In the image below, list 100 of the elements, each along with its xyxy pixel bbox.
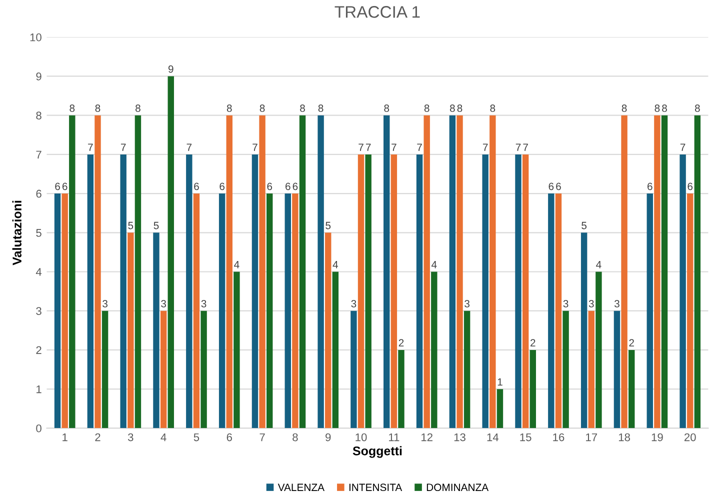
bar [120, 154, 126, 428]
data-label: 4 [332, 261, 338, 268]
bar [661, 115, 668, 428]
legend-label: DOMINANZA [426, 484, 489, 492]
x-tick-label: 15 [520, 433, 532, 442]
bar [69, 115, 76, 428]
bar [654, 115, 660, 428]
y-tick-label: 9 [36, 72, 42, 80]
legend-label: INTENSITA [349, 484, 402, 492]
x-tick-label: 11 [389, 433, 400, 442]
data-label: 8 [226, 104, 232, 112]
bar [580, 232, 588, 428]
y-tick-label: 5 [36, 229, 42, 237]
x-tick-label: 5 [194, 433, 200, 442]
bar [384, 115, 390, 428]
x-tick-label: 10 [356, 433, 367, 442]
data-label: 6 [220, 182, 225, 190]
bar [431, 272, 438, 428]
data-label: 8 [654, 104, 660, 112]
bar [646, 194, 653, 428]
data-label: 2 [530, 339, 536, 346]
data-label: 8 [694, 104, 700, 112]
bar [252, 154, 258, 428]
bar [87, 154, 94, 428]
data-label: 8 [662, 104, 667, 112]
x-tick-label: 19 [652, 433, 663, 442]
bar [358, 154, 364, 428]
data-label: 3 [161, 300, 166, 308]
bar [102, 310, 108, 428]
data-label: 7 [186, 144, 192, 151]
data-label: 8 [318, 104, 324, 112]
data-label: 8 [622, 104, 627, 112]
bar [398, 350, 404, 428]
bar [596, 272, 602, 428]
x-axis-title: Soggetti [352, 446, 402, 458]
data-label: 6 [55, 182, 60, 190]
legend-label: VALENZA [278, 484, 325, 491]
bar [588, 310, 594, 428]
data-label: 6 [62, 182, 68, 190]
x-tick-label: 16 [553, 433, 564, 442]
data-label: 5 [326, 222, 331, 230]
x-tick-label: 12 [422, 433, 432, 442]
data-label: 7 [417, 144, 422, 151]
data-label: 7 [516, 144, 521, 151]
bar [299, 115, 306, 428]
bar [496, 389, 504, 428]
data-label: 6 [286, 182, 290, 190]
data-label: 7 [120, 144, 126, 151]
y-tick-label: 10 [30, 33, 42, 42]
bar [694, 115, 701, 428]
bar [128, 232, 134, 428]
bar [226, 115, 232, 428]
data-label: 8 [260, 104, 265, 112]
x-tick-label: 7 [260, 433, 265, 442]
data-label: 7 [392, 144, 396, 151]
data-label: 7 [366, 144, 371, 151]
x-tick-label: 18 [618, 433, 630, 442]
bar [266, 194, 273, 428]
bar [200, 310, 207, 428]
bar [548, 194, 554, 428]
data-label: 8 [95, 104, 100, 112]
bar [153, 232, 160, 428]
x-tick-label: 1 [62, 433, 68, 442]
bar [562, 310, 569, 428]
bar [390, 154, 398, 428]
data-label: 6 [688, 182, 693, 190]
data-label: 1 [498, 378, 502, 386]
data-label: 7 [680, 144, 686, 151]
x-tick-label: 20 [684, 433, 696, 442]
bar [54, 194, 61, 428]
data-label: 8 [490, 104, 496, 112]
bar [234, 272, 240, 428]
bar [186, 154, 192, 428]
y-tick-label: 6 [36, 190, 42, 198]
bar [464, 310, 470, 428]
data-label: 9 [168, 65, 174, 73]
data-label: 4 [596, 261, 602, 268]
data-label: 3 [614, 300, 620, 308]
bar [490, 115, 496, 428]
data-label: 8 [457, 104, 462, 112]
bar [193, 194, 200, 428]
x-tick-label: 4 [160, 433, 166, 442]
y-tick-label: 4 [36, 268, 42, 276]
data-label: 4 [431, 261, 437, 268]
bar [449, 115, 456, 428]
data-label: 7 [252, 144, 258, 151]
bar [614, 310, 620, 428]
x-tick-label: 17 [586, 433, 598, 442]
y-tick-label: 1 [36, 385, 42, 394]
data-label: 5 [154, 222, 159, 230]
data-label: 3 [563, 300, 568, 308]
bar [416, 154, 423, 428]
data-label: 3 [102, 300, 108, 308]
y-axis-title: Valutazioni [12, 200, 22, 266]
x-tick-label: 13 [454, 433, 466, 442]
bar [332, 272, 339, 428]
data-label: 7 [482, 144, 488, 151]
data-label: 4 [234, 261, 240, 268]
y-tick-label: 2 [36, 346, 42, 354]
bar [628, 350, 635, 428]
